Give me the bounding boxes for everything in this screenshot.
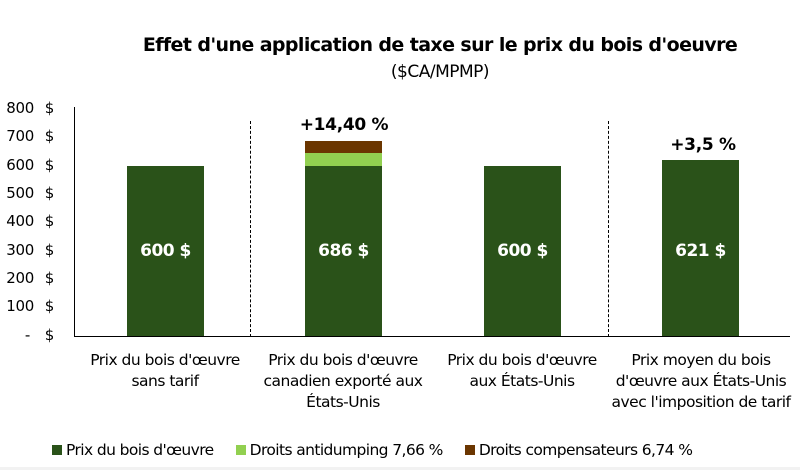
divider-dashed-1 <box>250 121 251 337</box>
bar-value-label: 600 $ <box>140 241 191 261</box>
bar-annotation-pct: +14,40 % <box>299 115 389 135</box>
divider-dashed-2 <box>608 121 609 337</box>
legend-swatch-icon <box>235 445 246 455</box>
legend-item-prix: Prix du bois d'œuvre <box>52 441 214 459</box>
x-label-sans-tarif: Prix du bois d'œuvre sans tarif <box>90 351 240 390</box>
legend-label: Droits compensateurs 6,74 % <box>478 441 693 459</box>
bar-segment-antidumping <box>305 153 382 166</box>
bar-segment-base <box>484 166 561 336</box>
bar-value-label: 621 $ <box>675 241 726 261</box>
legend-swatch-icon <box>52 445 62 455</box>
legend-item-antidumping: Droits antidumping 7,66 % <box>235 441 444 459</box>
bar-segment-base <box>127 166 204 336</box>
bar-moyen-avec-tarif <box>662 160 739 336</box>
bar-segment-base <box>305 166 382 336</box>
y-axis-line <box>74 107 75 336</box>
bar-annotation-pct: +3,5 % <box>670 135 736 155</box>
bar-segment-base <box>662 160 739 336</box>
legend-item-compensateurs: Droits compensateurs 6,74 % <box>464 441 693 459</box>
bar-value-label: 600 $ <box>497 241 548 261</box>
legend-label: Droits antidumping 7,66 % <box>249 441 444 459</box>
footer-strip <box>0 467 800 470</box>
bar-canadien-exporte <box>305 141 382 336</box>
legend-swatch-icon <box>464 445 475 455</box>
chart-subtitle: ($CA/MPMP) <box>390 62 490 82</box>
x-axis-line <box>74 336 790 337</box>
legend: Prix du bois d'œuvre Droits antidumping … <box>52 441 714 459</box>
bar-etats-unis <box>484 166 561 336</box>
x-label-canadien-exporte: Prix du bois d'œuvre canadien exporté au… <box>263 351 423 411</box>
legend-label: Prix du bois d'œuvre <box>66 441 214 459</box>
chart-title: Effet d'une application de taxe sur le p… <box>142 34 738 56</box>
bar-sans-tarif <box>127 166 204 336</box>
x-label-etats-unis: Prix du bois d'œuvre aux États-Unis <box>447 351 597 390</box>
bar-value-label: 686 $ <box>318 241 369 261</box>
x-label-moyen-avec-tarif: Prix moyen du bois d'œuvre aux États-Uni… <box>611 351 791 411</box>
bar-segment-compensateurs <box>305 141 382 153</box>
